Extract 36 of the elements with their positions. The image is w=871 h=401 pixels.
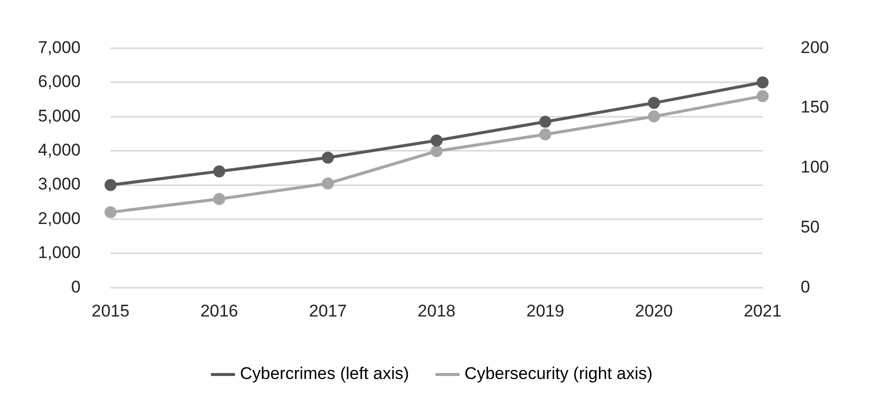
y-tick-label: 0 — [71, 277, 81, 296]
point — [756, 90, 769, 102]
legend-label: Cybersecurity (right axis) — [464, 364, 653, 384]
y2-tick-label: 100 — [800, 158, 830, 177]
point — [539, 116, 552, 128]
y-tick-label: 6,000 — [38, 72, 81, 92]
point — [322, 152, 334, 164]
point — [648, 110, 660, 122]
y2-tick-label: 200 — [800, 38, 830, 57]
x-tick-label: 2018 — [418, 301, 456, 320]
point — [104, 179, 117, 191]
legend-label: Cybercrimes (left axis) — [240, 364, 410, 384]
point — [539, 128, 552, 140]
y-tick-label: 2,000 — [38, 208, 81, 228]
x-tick-label: 2020 — [635, 301, 673, 320]
point — [104, 206, 117, 218]
y-tick-label: 1,000 — [38, 243, 81, 262]
point — [648, 96, 660, 109]
x-tick-label: 2017 — [308, 301, 347, 320]
y-tick-label: 4,000 — [38, 140, 81, 160]
y2-tick-label: 50 — [800, 217, 820, 236]
point — [213, 165, 226, 178]
y2-tick-label: 0 — [800, 277, 810, 296]
x-tick-label: 2015 — [92, 301, 130, 320]
point — [430, 145, 443, 158]
x-tick-label: 2021 — [744, 301, 782, 320]
x-tick-label: 2019 — [526, 301, 564, 320]
y-tick-label: 7,000 — [38, 38, 81, 57]
point — [430, 134, 443, 147]
point — [756, 76, 769, 88]
x-tick-label: 2016 — [200, 301, 238, 320]
point — [213, 193, 226, 206]
y-tick-label: 3,000 — [38, 174, 81, 194]
y-tick-label: 5,000 — [38, 106, 81, 126]
y2-tick-label: 150 — [800, 98, 830, 117]
point — [322, 177, 334, 190]
